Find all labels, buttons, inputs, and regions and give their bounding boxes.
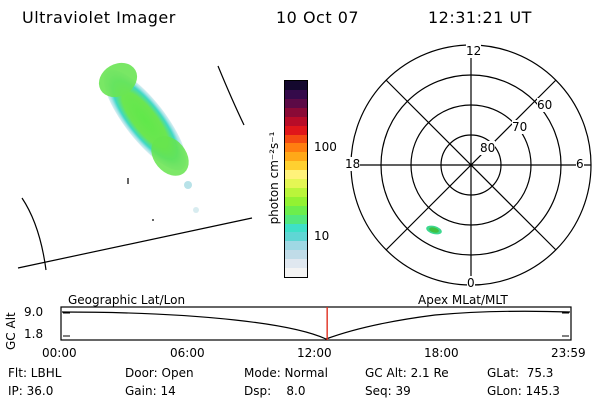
timeline-xtick-2359: 23:59	[551, 346, 586, 360]
lat-label-80: 80	[480, 141, 496, 155]
colorbar-stripe	[285, 223, 307, 233]
timeline-right-title: Apex MLat/MLT	[418, 293, 508, 307]
status-ip: IP: 36.0	[8, 384, 54, 398]
timeline-plot	[60, 306, 572, 341]
lat-label-70: 70	[512, 120, 528, 134]
colorbar-stripe	[285, 232, 307, 242]
timeline-ytick-low: 1.8	[24, 327, 44, 341]
colorbar-stripe	[285, 116, 307, 126]
status-filter: Flt: LBHL	[8, 366, 62, 380]
colorbar-stripe	[285, 143, 307, 153]
timeline-xtick-0600: 06:00	[170, 346, 205, 360]
colorbar-stripe	[285, 187, 307, 197]
geographic-image-panel	[17, 62, 253, 271]
colorbar-tick-100: 100	[314, 140, 337, 154]
colorbar-stripe	[285, 214, 307, 224]
color-scale-bar	[284, 80, 308, 278]
date-label: 10 Oct 07	[276, 8, 360, 27]
status-glat: GLat: 75.3	[487, 366, 554, 380]
colorbar-stripe	[285, 259, 307, 269]
colorbar-stripe	[285, 161, 307, 171]
colorbar-stripe	[285, 241, 307, 251]
status-glon: GLon: 145.3	[487, 384, 560, 398]
instrument-title: Ultraviolet Imager	[22, 8, 176, 27]
colorbar-stripe	[285, 89, 307, 99]
colorbar-stripe	[285, 250, 307, 260]
colorbar-stripe	[285, 152, 307, 162]
status-dsp: Dsp: 8.0	[244, 384, 306, 398]
status-mode: Mode: Normal	[244, 366, 328, 380]
mlt-label-6: 6	[576, 157, 584, 171]
colorbar-unit-label: photon cm⁻²s⁻¹	[267, 131, 281, 225]
timeline-xtick-0000: 00:00	[42, 346, 77, 360]
altitude-curve	[61, 310, 571, 340]
colorbar-stripe	[285, 98, 307, 108]
lat-label-60: 60	[537, 98, 553, 112]
colorbar-stripe	[285, 125, 307, 135]
mlt-label-18: 18	[345, 157, 361, 171]
status-gain: Gain: 14	[125, 384, 176, 398]
timeline-ytick-high: 9.0	[24, 305, 44, 319]
status-seq: Seq: 39	[365, 384, 411, 398]
colorbar-tick-10: 10	[314, 229, 330, 243]
status-gc-alt: GC Alt: 2.1 Re	[365, 366, 449, 380]
colorbar-stripe	[285, 134, 307, 144]
colorbar-stripe	[285, 81, 307, 90]
time-label: 12:31:21 UT	[428, 8, 532, 27]
colorbar-stripe	[285, 107, 307, 117]
colorbar-stripe	[285, 179, 307, 188]
colorbar-stripe	[285, 170, 307, 180]
status-door: Door: Open	[125, 366, 194, 380]
auroral-emission-blob	[98, 62, 199, 213]
mlt-label-0: 0	[467, 276, 475, 290]
polar-mlat-mlt-plot	[350, 44, 592, 286]
mlt-label-12: 12	[466, 44, 482, 58]
map-coastlines	[17, 65, 253, 271]
timeline-xtick-1800: 18:00	[424, 346, 459, 360]
timeline-left-title: Geographic Lat/Lon	[68, 293, 186, 307]
colorbar-stripe	[285, 268, 307, 277]
timeline-xtick-1200: 12:00	[297, 346, 332, 360]
colorbar-stripe	[285, 196, 307, 206]
timeline-ylabel: GC Alt	[4, 312, 18, 350]
colorbar-stripe	[285, 205, 307, 215]
